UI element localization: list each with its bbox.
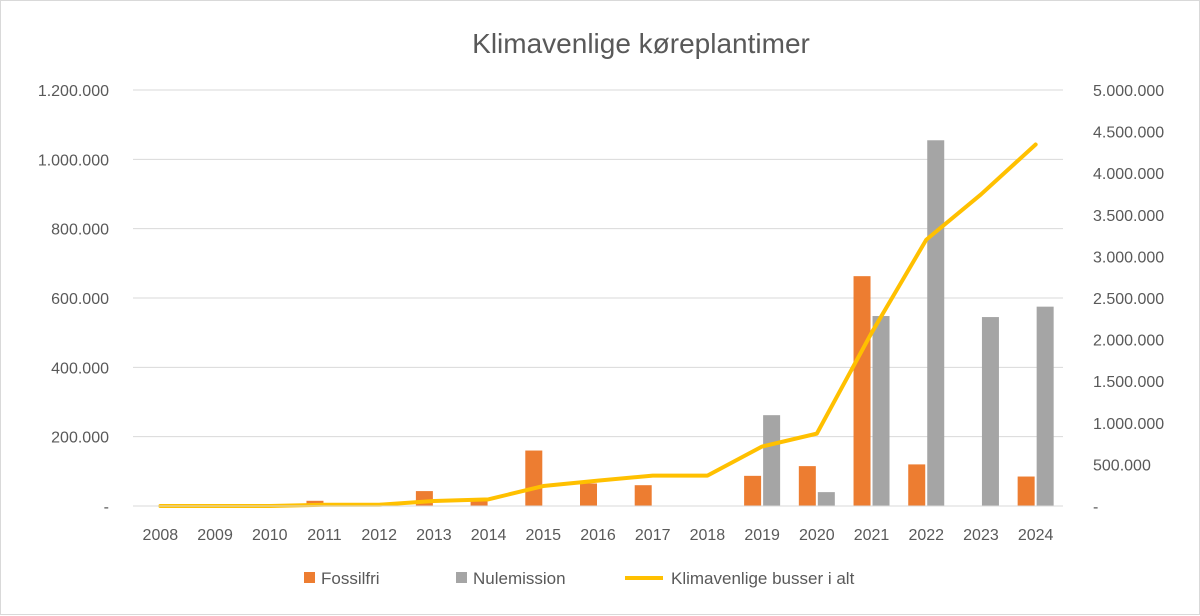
bar-fossilfri	[908, 464, 926, 506]
x-axis-tick-label: 2020	[799, 527, 835, 544]
left-axis: - 200.000 400.000 600.000 800.000 1.000.000 1.…	[38, 83, 109, 516]
legend: Fossilfri Nulemission Klimavenlige busser …	[304, 569, 855, 588]
left-axis-tick-label: 800.000	[51, 222, 109, 239]
bar-fossilfri	[525, 450, 543, 506]
right-axis-tick-label: 5.000.000	[1093, 83, 1164, 100]
left-axis-tick-label: 1.200.000	[38, 83, 109, 100]
right-axis-tick-label: -	[1093, 499, 1098, 516]
bar-nulemission	[763, 415, 781, 506]
right-axis-tick-label: 3.500.000	[1093, 208, 1164, 225]
x-axis-tick-label: 2011	[307, 527, 342, 544]
legend-swatch	[304, 572, 315, 583]
x-axis-tick-label: 2015	[525, 527, 561, 544]
bar-fossilfri	[1017, 476, 1035, 506]
gridlines	[133, 89, 1063, 507]
left-axis-tick-label: 200.000	[51, 430, 109, 447]
x-axis-tick-label: 2016	[580, 527, 616, 544]
right-axis-tick-label: 2.500.000	[1093, 291, 1164, 308]
right-axis-tick-label: 2.000.000	[1093, 333, 1164, 350]
legend-swatch	[456, 572, 467, 583]
x-axis-tick-label: 2021	[854, 527, 890, 544]
x-axis-tick-label: 2010	[252, 527, 288, 544]
x-axis-tick-label: 2023	[963, 527, 999, 544]
right-axis-tick-label: 500.000	[1093, 457, 1151, 474]
left-axis-tick-label: 1.000.000	[38, 152, 109, 169]
bar-nulemission	[1036, 306, 1054, 506]
right-axis: - 500.000 1.000.000 1.500.000 2.000.000 2.500…	[1093, 83, 1164, 516]
x-axis-tick-label: 2024	[1018, 527, 1054, 544]
x-axis: 2008 2009 2010 2011 2012 2013 2014 2015 2016 2017…	[133, 505, 1063, 544]
bar-nulemission	[981, 317, 999, 506]
x-axis-tick-label: 2014	[471, 527, 507, 544]
bar-nulemission	[927, 140, 945, 506]
legend-label: Klimavenlige busser i alt	[671, 569, 855, 588]
right-axis-tick-label: 4.500.000	[1093, 125, 1164, 142]
bars	[306, 140, 1054, 506]
chart-title: Klimavenlige køreplantimer	[472, 28, 810, 59]
legend-label: Nulemission	[473, 569, 566, 588]
left-axis-tick-label: -	[104, 499, 109, 516]
legend-label: Fossilfri	[321, 569, 380, 588]
bar-nulemission	[817, 492, 835, 506]
x-axis-tick-label: 2009	[197, 527, 233, 544]
bar-fossilfri	[470, 499, 488, 506]
x-axis-tick-label: 2019	[744, 527, 780, 544]
bar-fossilfri	[798, 466, 816, 506]
x-axis-tick-label: 2018	[690, 527, 726, 544]
x-axis-tick-label: 2017	[635, 527, 671, 544]
left-axis-tick-label: 400.000	[51, 360, 109, 377]
x-axis-tick-label: 2022	[908, 527, 944, 544]
line-series	[158, 142, 1038, 508]
right-axis-tick-label: 1.000.000	[1093, 416, 1164, 433]
bar-fossilfri	[744, 475, 762, 506]
right-axis-tick-label: 1.500.000	[1093, 374, 1164, 391]
x-axis-tick-label: 2013	[416, 527, 452, 544]
line-klimavenlige-busser-i-alt	[158, 142, 1038, 508]
x-axis-tick-label: 2008	[143, 527, 179, 544]
right-axis-tick-label: 4.000.000	[1093, 166, 1164, 183]
left-axis-tick-label: 600.000	[51, 291, 109, 308]
bar-fossilfri	[853, 276, 871, 506]
bar-fossilfri	[580, 483, 597, 506]
bar-nulemission	[872, 316, 890, 506]
right-axis-tick-label: 3.000.000	[1093, 249, 1164, 266]
x-axis-tick-label: 2012	[361, 527, 397, 544]
bar-fossilfri	[634, 485, 652, 506]
